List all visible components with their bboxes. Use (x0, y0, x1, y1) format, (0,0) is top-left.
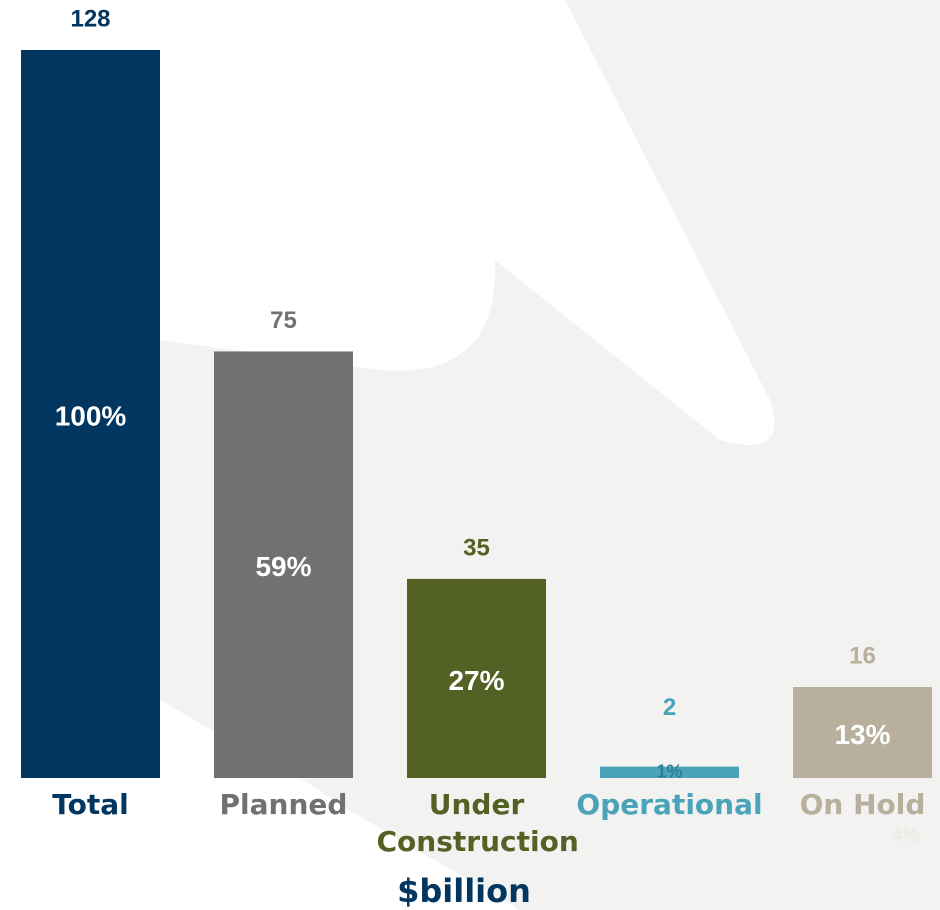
bar (600, 766, 739, 778)
category-label: On Hold (799, 788, 926, 821)
percent-label: 100% (55, 400, 127, 431)
category-label: Total (52, 788, 129, 821)
category-label: Planned (219, 788, 348, 821)
category-label: Operational (576, 788, 763, 821)
percent-label: 27% (448, 665, 504, 696)
percent-label: 1% (656, 761, 682, 781)
bar (407, 578, 546, 778)
annotation: 4% (892, 824, 921, 846)
bar (21, 50, 160, 778)
value-label: 16 (849, 642, 876, 669)
percent-label: 13% (834, 719, 890, 750)
background-shape (160, 0, 775, 445)
value-label: 35 (463, 534, 490, 561)
value-label: 2 (663, 694, 676, 721)
bar (793, 687, 932, 778)
percent-label: 59% (255, 551, 311, 582)
value-label: 75 (270, 307, 297, 334)
x-axis-label: $billion (397, 872, 531, 910)
category-label: Under Construction (376, 788, 579, 858)
bar (214, 351, 353, 778)
value-label: 128 (70, 5, 110, 32)
